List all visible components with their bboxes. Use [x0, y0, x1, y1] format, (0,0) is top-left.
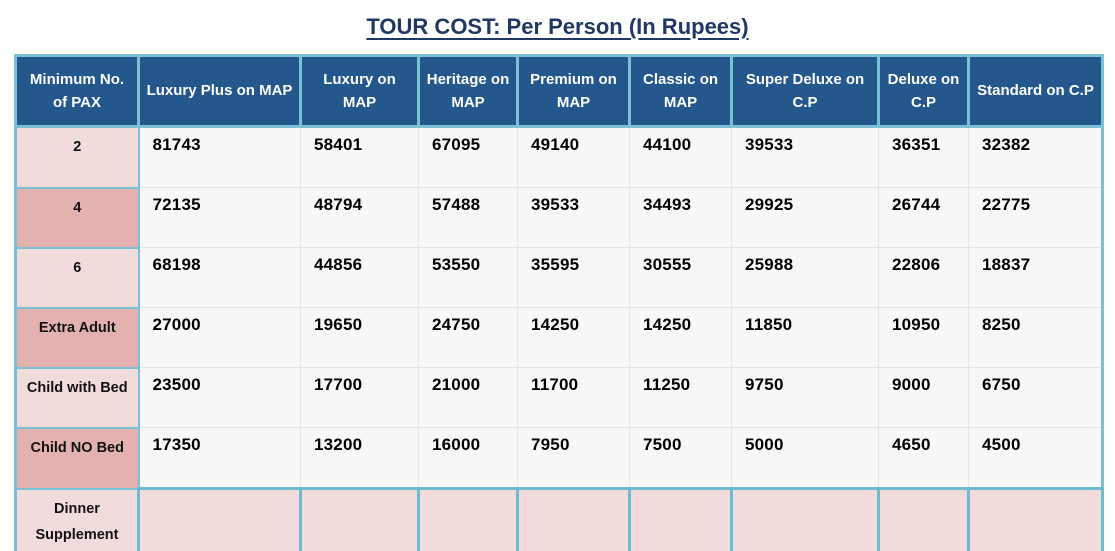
cost-cell: 13200 — [300, 427, 419, 489]
cost-cell: 10950 — [878, 307, 969, 368]
cost-cell: 44100 — [629, 126, 732, 188]
row-label: Child with Bed — [14, 366, 140, 429]
row-label: 4 — [14, 186, 140, 249]
cost-cell: 72135 — [138, 187, 301, 248]
header-row: Minimum No. of PAX Luxury Plus on MAP Luxu… — [14, 54, 1104, 128]
cost-cell: 67095 — [418, 126, 518, 188]
page-title: TOUR COST: Per Person (In Rupees) — [366, 14, 749, 39]
cost-cell — [877, 487, 970, 551]
tour-cost-table: Minimum No. of PAX Luxury Plus on MAP Luxu… — [14, 54, 1104, 551]
cost-cell: 49140 — [517, 126, 630, 188]
cost-cell — [137, 487, 302, 551]
table-row: Extra Adult 27000 19650 24750 14250 14250 1185… — [14, 306, 1103, 369]
cost-cell — [628, 487, 733, 551]
cost-cell: 48794 — [300, 187, 419, 248]
cost-cell: 17350 — [138, 427, 301, 489]
cost-cell: 4500 — [968, 427, 1103, 489]
table-header: Minimum No. of PAX Luxury Plus on MAP Luxu… — [14, 54, 1104, 128]
cost-cell: 21000 — [418, 367, 518, 428]
cost-cell: 24750 — [418, 307, 518, 368]
cost-cell: 25988 — [731, 247, 879, 308]
cost-cell: 17700 — [300, 367, 419, 428]
row-label: Extra Adult — [14, 306, 140, 369]
cost-cell: 23500 — [138, 367, 301, 428]
cost-cell — [299, 487, 420, 551]
cost-cell: 8250 — [968, 307, 1103, 368]
row-label: 2 — [14, 125, 140, 189]
cost-cell: 6750 — [968, 367, 1103, 428]
cost-cell: 9750 — [731, 367, 879, 428]
cost-cell: 5000 — [731, 427, 879, 489]
cost-cell: 32382 — [968, 126, 1103, 188]
column-header: Minimum No. of PAX — [14, 54, 140, 128]
cost-cell: 11850 — [731, 307, 879, 368]
cost-cell: 9000 — [878, 367, 969, 428]
cost-cell: 19650 — [300, 307, 419, 368]
column-header: Deluxe on C.P — [877, 54, 970, 128]
cost-cell: 30555 — [629, 247, 732, 308]
cost-cell: 27000 — [138, 307, 301, 368]
table-row: Child NO Bed 17350 13200 16000 7950 7500 5000 4… — [14, 426, 1103, 490]
cost-cell: 14250 — [629, 307, 732, 368]
cost-cell: 81743 — [138, 126, 301, 188]
cost-cell — [516, 487, 631, 551]
cost-cell: 35595 — [517, 247, 630, 308]
cost-cell: 57488 — [418, 187, 518, 248]
column-header: Super Deluxe on C.P — [730, 54, 880, 128]
row-label: Dinner Supplement — [14, 487, 140, 551]
cost-cell: 11250 — [629, 367, 732, 428]
cost-cell: 58401 — [300, 126, 419, 188]
row-label: Child NO Bed — [14, 426, 140, 490]
cost-cell — [967, 487, 1104, 551]
cost-cell: 7500 — [629, 427, 732, 489]
cost-cell: 36351 — [878, 126, 969, 188]
cost-cell: 68198 — [138, 247, 301, 308]
column-header: Standard on C.P — [967, 54, 1104, 128]
cost-cell — [730, 487, 880, 551]
cost-cell: 34493 — [629, 187, 732, 248]
row-label: 6 — [14, 246, 140, 309]
cost-cell: 39533 — [517, 187, 630, 248]
cost-cell: 29925 — [731, 187, 879, 248]
cost-cell: 7950 — [517, 427, 630, 489]
column-header: Premium on MAP — [516, 54, 631, 128]
cost-cell: 44856 — [300, 247, 419, 308]
table-row: 4 72135 48794 57488 39533 34493 29925 26744 2277… — [14, 186, 1103, 249]
cost-cell: 22775 — [968, 187, 1103, 248]
cost-cell: 4650 — [878, 427, 969, 489]
cost-cell: 16000 — [418, 427, 518, 489]
cost-cell: 26744 — [878, 187, 969, 248]
table-row: 6 68198 44856 53550 35595 30555 25988 22806 1883… — [14, 246, 1103, 309]
cost-cell: 22806 — [878, 247, 969, 308]
table-row: 2 81743 58401 67095 49140 44100 39533 36351 3238… — [14, 125, 1103, 189]
cost-cell: 14250 — [517, 307, 630, 368]
cost-cell — [417, 487, 519, 551]
column-header: Luxury Plus on MAP — [137, 54, 302, 128]
column-header: Luxury on MAP — [299, 54, 420, 128]
cost-cell: 18837 — [968, 247, 1103, 308]
column-header: Classic on MAP — [628, 54, 733, 128]
table-row: Dinner Supplement — [14, 487, 1104, 551]
table-row: Child with Bed 23500 17700 21000 11700 11250 9… — [14, 366, 1103, 429]
cost-cell: 53550 — [418, 247, 518, 308]
column-header: Heritage on MAP — [417, 54, 519, 128]
cost-cell: 39533 — [731, 126, 879, 188]
table-body: 2 81743 58401 67095 49140 44100 39533 36351 3238… — [14, 125, 1104, 551]
cost-cell: 11700 — [517, 367, 630, 428]
